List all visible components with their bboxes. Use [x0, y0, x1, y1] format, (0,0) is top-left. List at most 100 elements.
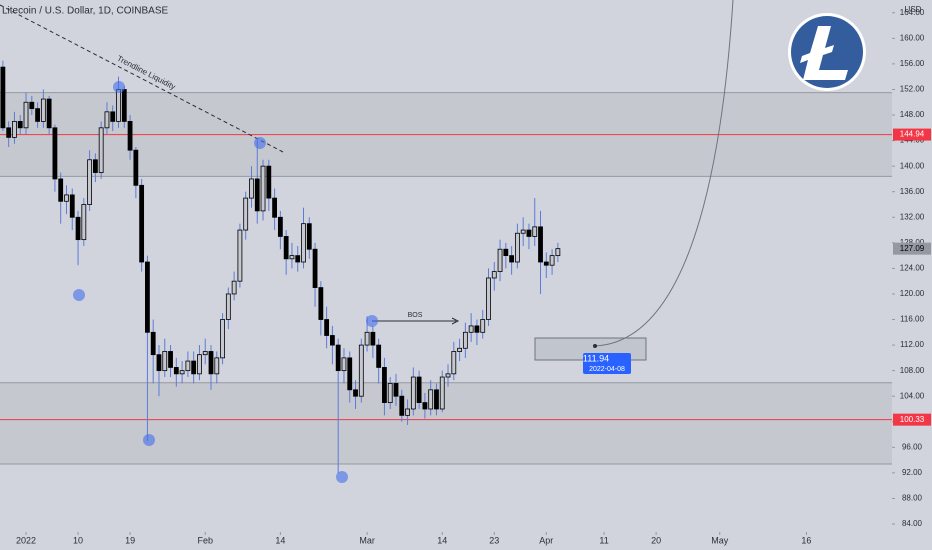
candle-body — [306, 223, 312, 250]
y-tick-label: 156.00 — [900, 59, 925, 68]
candle-body — [364, 331, 370, 346]
candle-body — [382, 367, 387, 403]
candle-body — [410, 376, 416, 410]
candle-body — [173, 367, 179, 375]
level-price-label: 100.33 — [900, 415, 925, 424]
candle-body — [150, 331, 156, 356]
candle-body — [399, 395, 405, 416]
candle-body — [301, 223, 306, 263]
candle-body — [358, 344, 364, 397]
x-tick-label: 23 — [489, 535, 499, 545]
candle-body — [462, 331, 468, 349]
candle-body — [231, 280, 237, 295]
candle-body — [127, 121, 133, 151]
last-price-box — [893, 242, 931, 255]
candle-body — [220, 319, 225, 359]
candle-body — [549, 255, 555, 266]
candle-body — [98, 127, 104, 173]
candle-body — [318, 287, 324, 320]
candle-body — [185, 360, 191, 372]
candle-body — [335, 344, 341, 372]
candle-body — [0, 66, 6, 129]
candle-body — [156, 354, 162, 372]
candle-body — [58, 178, 64, 202]
x-tick-label: 10 — [73, 535, 83, 545]
candle-body — [202, 351, 208, 356]
price-axis — [892, 0, 932, 550]
candle-body — [532, 226, 538, 237]
candle-body — [225, 293, 231, 320]
x-tick-label: 16 — [801, 535, 811, 545]
logo-glyph — [800, 26, 848, 80]
candle-body — [40, 98, 46, 122]
candle-body — [439, 376, 445, 410]
candle-body — [266, 165, 272, 199]
candle-body — [497, 248, 503, 272]
y-tick-label: 116.00 — [900, 315, 924, 324]
candle-body — [491, 271, 497, 279]
candle-body — [283, 236, 289, 260]
candle-body — [104, 111, 110, 129]
y-tick-label: 164.00 — [900, 8, 925, 17]
x-tick-label: Mar — [359, 535, 375, 545]
y-tick-label: 124.00 — [900, 264, 925, 273]
candle-body — [353, 389, 358, 397]
x-tick-label: 11 — [599, 535, 608, 545]
candle-body — [87, 159, 93, 205]
candle-body — [168, 351, 173, 368]
y-tick-label: 148.00 — [900, 110, 925, 119]
candle-body — [428, 389, 434, 410]
candle-body — [17, 121, 23, 129]
y-tick-label: 108.00 — [900, 366, 925, 375]
chart-title: Litecoin / U.S. Dollar, 1D, COINBASE — [2, 6, 169, 17]
target-price: 111.94 — [583, 353, 609, 363]
y-tick-label: 104.00 — [900, 391, 925, 400]
candle-body — [376, 344, 382, 368]
bos-arrow-head — [451, 317, 460, 325]
candle-body — [387, 383, 393, 403]
y-tick-label: 120.00 — [900, 289, 925, 298]
candle-body — [416, 376, 422, 403]
candle-body — [92, 159, 98, 173]
zones — [0, 92, 892, 465]
candle-body — [468, 325, 474, 333]
point — [73, 289, 85, 301]
y-tick-label: 136.00 — [900, 187, 925, 196]
candle-body — [277, 216, 283, 237]
candle-body — [179, 370, 185, 375]
target-label-box — [583, 353, 631, 374]
candle-body — [451, 351, 457, 375]
candle-body — [312, 248, 318, 288]
candle-body — [214, 357, 220, 375]
candle-body — [133, 149, 139, 186]
candle-body — [110, 111, 116, 122]
x-tick-label: Feb — [197, 535, 213, 545]
candle-body — [393, 383, 399, 397]
target-point — [593, 344, 597, 348]
candle-body — [243, 197, 249, 231]
candle-body — [197, 354, 202, 375]
candle-body — [405, 408, 410, 416]
x-tick-label: 2022 — [16, 535, 36, 545]
candle-body — [445, 373, 451, 378]
candle-body — [486, 277, 491, 320]
candle-body — [254, 178, 260, 212]
x-tick-label: May — [711, 535, 729, 545]
x-tick-label: Apr — [539, 535, 553, 545]
candle-body — [295, 255, 301, 263]
candle-body — [121, 89, 127, 122]
candle-body — [474, 325, 480, 333]
candle-body — [347, 357, 353, 391]
candle-body — [75, 216, 81, 241]
candle-body — [457, 347, 462, 352]
candle-body — [29, 101, 35, 110]
candle-body — [139, 184, 145, 263]
x-tick-label: 14 — [275, 535, 285, 545]
candle-body — [162, 351, 168, 372]
zone — [0, 382, 892, 464]
litecoin-logo — [788, 13, 866, 91]
projection-curve — [594, 0, 734, 347]
